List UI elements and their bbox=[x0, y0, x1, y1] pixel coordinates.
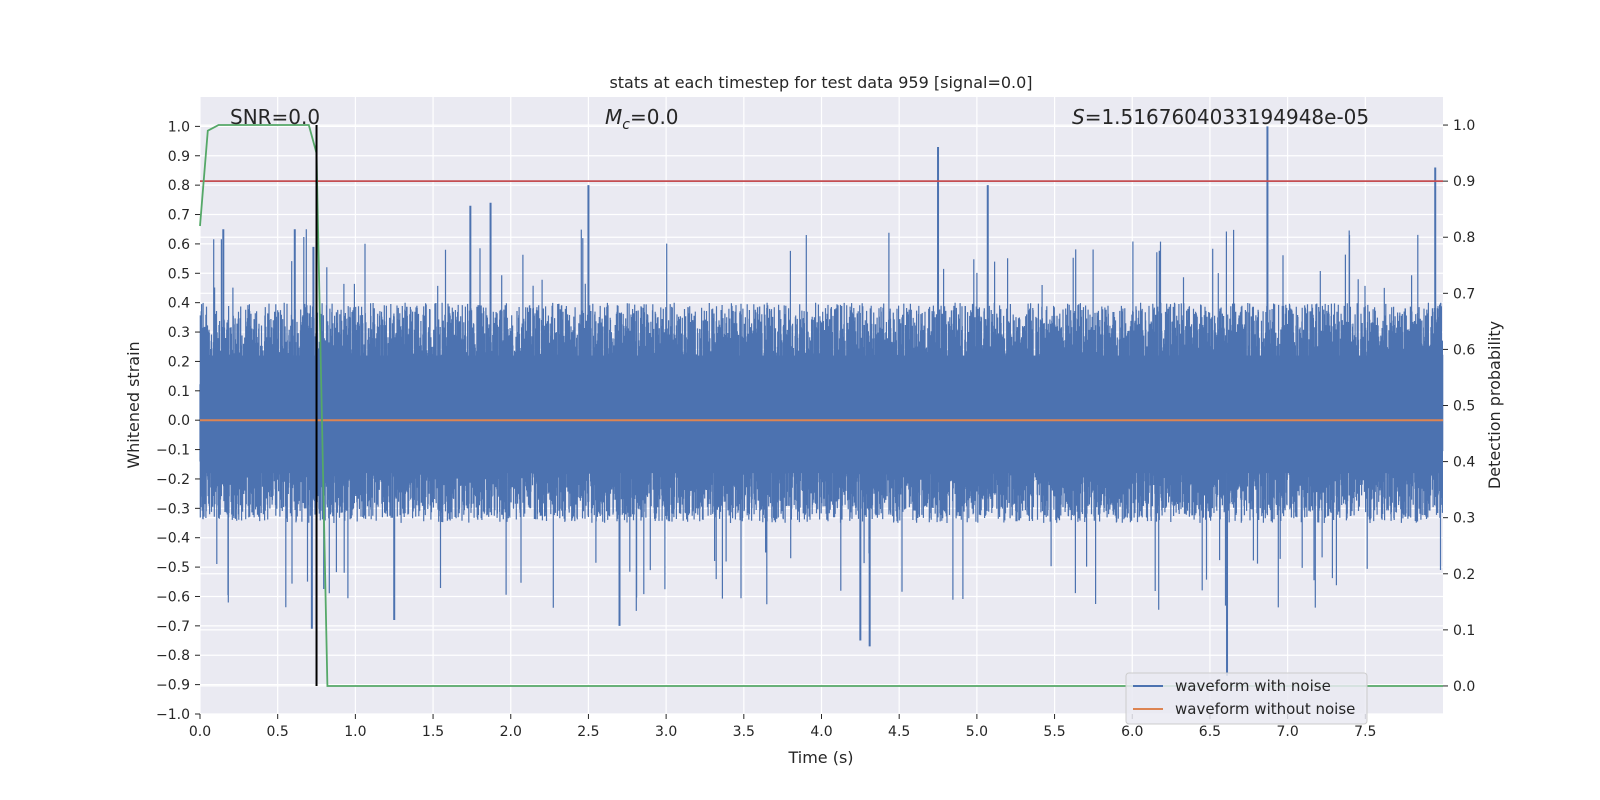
y-tick-label: −0.8 bbox=[156, 648, 190, 664]
x-tick-label: 6.5 bbox=[1199, 724, 1221, 740]
legend-box bbox=[1125, 672, 1368, 725]
y-tick-label: 0.3 bbox=[168, 325, 190, 341]
y2-axis-ticks: 0.0 0.1 0.2 0.3 0.4 0.5 0.6 0.7 0.8 0.9 1.0 bbox=[1443, 118, 1475, 695]
y-tick-label: −0.7 bbox=[156, 619, 190, 635]
x-axis-label: Time (s) bbox=[787, 748, 853, 767]
y2-tick-label: 0.7 bbox=[1453, 286, 1475, 302]
y-tick-label: −0.1 bbox=[156, 443, 190, 459]
x-tick-label: 0.0 bbox=[189, 724, 211, 740]
y-axis-label: Whitened strain bbox=[124, 341, 143, 468]
x-tick-label: 0.5 bbox=[267, 724, 289, 740]
chart-title: stats at each timestep for test data 959… bbox=[609, 73, 1032, 92]
y-tick-label: −1.0 bbox=[156, 707, 190, 723]
x-tick-label: 1.0 bbox=[344, 724, 366, 740]
chirp-mass-subscript: c bbox=[622, 117, 630, 133]
s-statistic-annotation: S=1.5167604033194948e-05 bbox=[1072, 105, 1369, 129]
y-tick-label: 0.6 bbox=[168, 237, 190, 253]
y-tick-label: 0.5 bbox=[168, 266, 190, 282]
y-tick-label: −0.3 bbox=[156, 501, 190, 517]
y2-tick-label: 0.9 bbox=[1453, 174, 1475, 190]
x-tick-label: 5.0 bbox=[966, 724, 988, 740]
overlay-series bbox=[199, 124, 1443, 687]
legend-label-noise: waveform with noise bbox=[1175, 677, 1331, 695]
x-tick-label: 3.5 bbox=[733, 724, 755, 740]
y-tick-label: 0.9 bbox=[168, 149, 190, 165]
y-tick-label: 0.1 bbox=[168, 384, 190, 400]
chirp-mass-annotation: Mc=0.0 bbox=[605, 105, 679, 133]
y2-tick-label: 0.8 bbox=[1453, 230, 1475, 246]
y2-tick-label: 0.5 bbox=[1453, 399, 1475, 415]
x-tick-label: 4.5 bbox=[888, 724, 910, 740]
s-statistic-symbol: S bbox=[1072, 105, 1085, 129]
y-tick-label: −0.6 bbox=[156, 589, 190, 605]
chirp-mass-value: =0.0 bbox=[630, 105, 679, 129]
x-tick-label: 2.5 bbox=[577, 724, 599, 740]
y2-tick-label: 0.3 bbox=[1453, 511, 1475, 527]
legend: waveform with noise waveform without noi… bbox=[1125, 672, 1368, 725]
y-tick-label: 0.0 bbox=[168, 413, 190, 429]
chirp-mass-symbol: M bbox=[605, 105, 622, 129]
s-statistic-value: =1.5167604033194948e-05 bbox=[1085, 105, 1369, 129]
y-tick-label: 0.8 bbox=[168, 178, 190, 194]
y-tick-label: 0.7 bbox=[168, 208, 190, 224]
y-tick-label: −0.4 bbox=[156, 531, 190, 547]
y2-tick-label: 0.2 bbox=[1453, 567, 1475, 583]
y2-tick-label: 0.1 bbox=[1453, 623, 1475, 639]
x-tick-label: 1.5 bbox=[422, 724, 444, 740]
y-tick-label: 0.4 bbox=[168, 296, 190, 312]
y-tick-label: −0.5 bbox=[156, 560, 190, 576]
y-tick-label: −0.9 bbox=[156, 678, 190, 694]
y-tick-label: 0.2 bbox=[168, 354, 190, 370]
legend-label-clean: waveform without noise bbox=[1175, 700, 1355, 718]
detection-probability-line bbox=[199, 124, 1443, 687]
y-tick-label: −0.2 bbox=[156, 472, 190, 488]
y2-tick-label: 1.0 bbox=[1453, 118, 1475, 134]
x-axis-ticks: 0.0 0.5 1.0 1.5 2.0 2.5 3.0 3.5 4.0 4.5 5.0 5.5 6.0 6… bbox=[189, 714, 1376, 740]
y-axis-ticks: −1.0 −0.9 −0.8 −0.7 −0.6 −0.5 −0.4 −0.3 −0.2 −0.1… bbox=[156, 119, 200, 723]
x-tick-label: 7.5 bbox=[1354, 724, 1376, 740]
y2-tick-label: 0.4 bbox=[1453, 455, 1475, 471]
x-tick-label: 6.0 bbox=[1121, 724, 1143, 740]
x-tick-label: 7.0 bbox=[1276, 724, 1298, 740]
waveform-with-noise-series bbox=[199, 126, 1444, 676]
x-tick-label: 4.0 bbox=[810, 724, 832, 740]
x-tick-label: 5.5 bbox=[1043, 724, 1065, 740]
x-tick-label: 3.0 bbox=[655, 724, 677, 740]
x-tick-label: 2.0 bbox=[500, 724, 522, 740]
y2-tick-label: 0.6 bbox=[1453, 342, 1475, 358]
snr-annotation: SNR=0.0 bbox=[230, 105, 320, 129]
y-tick-label: 1.0 bbox=[168, 119, 190, 135]
y2-axis-label: Detection probability bbox=[1485, 321, 1504, 489]
y2-tick-label: 0.0 bbox=[1453, 679, 1475, 695]
noise-core-band bbox=[200, 355, 1443, 474]
